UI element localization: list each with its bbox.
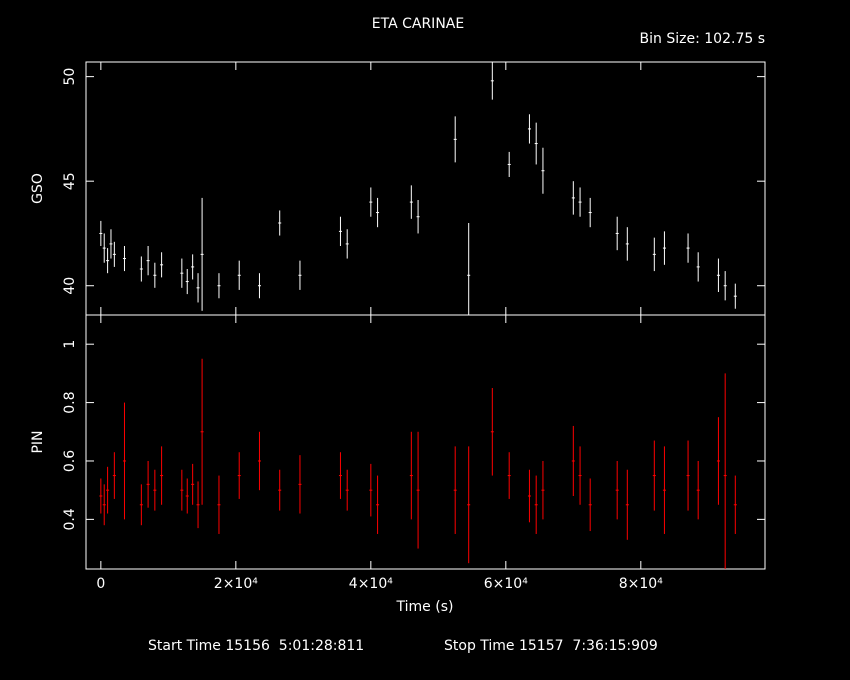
y-axis-label: PIN — [30, 430, 46, 453]
x-tick-label: 4×10⁴ — [349, 576, 393, 592]
x-axis-label: Time (s) — [396, 599, 454, 615]
chart-title: ETA CARINAE — [372, 16, 464, 32]
data-layer — [99, 358, 737, 569]
y-tick-label: 0.4 — [62, 508, 78, 530]
start-time: Start Time 15156 5:01:28:811 — [148, 638, 364, 654]
bin-size: Bin Size: 102.75 s — [640, 31, 765, 47]
x-tick-label: 8×10⁴ — [619, 576, 663, 592]
y-tick-label: 45 — [62, 172, 78, 190]
y-axis-label: GSO — [30, 173, 46, 204]
y-tick-label: 40 — [62, 277, 78, 295]
panel-frame — [85, 61, 766, 316]
y-tick-label: 0.8 — [62, 391, 78, 413]
y-tick-label: 50 — [62, 68, 78, 86]
x-tick-label: 6×10⁴ — [484, 576, 528, 592]
stop-time: Stop Time 15157 7:36:15:909 — [444, 638, 658, 654]
y-tick-label: 1 — [62, 340, 78, 349]
y-tick-label: 0.6 — [62, 450, 78, 472]
data-layer — [99, 62, 737, 315]
x-tick-label: 2×10⁴ — [214, 576, 258, 592]
x-tick-label: 0 — [96, 576, 105, 592]
panel-frame — [85, 314, 766, 570]
